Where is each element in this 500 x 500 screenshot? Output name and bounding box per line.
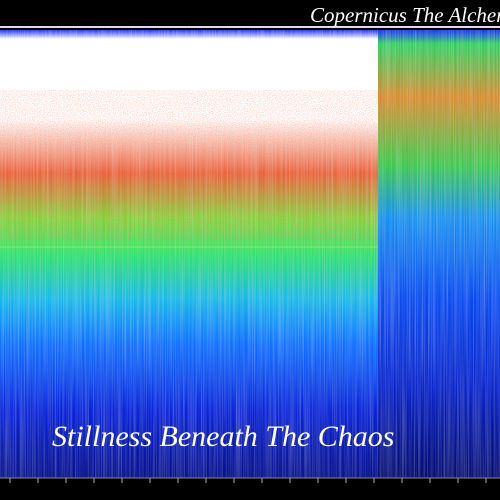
artist-name: Copernicus The Alchemist: [310, 3, 500, 27]
album-title: Stillness Beneath The Chaos: [52, 420, 394, 453]
noise-specks: [0, 90, 378, 240]
axis-ticks: [9, 478, 487, 483]
